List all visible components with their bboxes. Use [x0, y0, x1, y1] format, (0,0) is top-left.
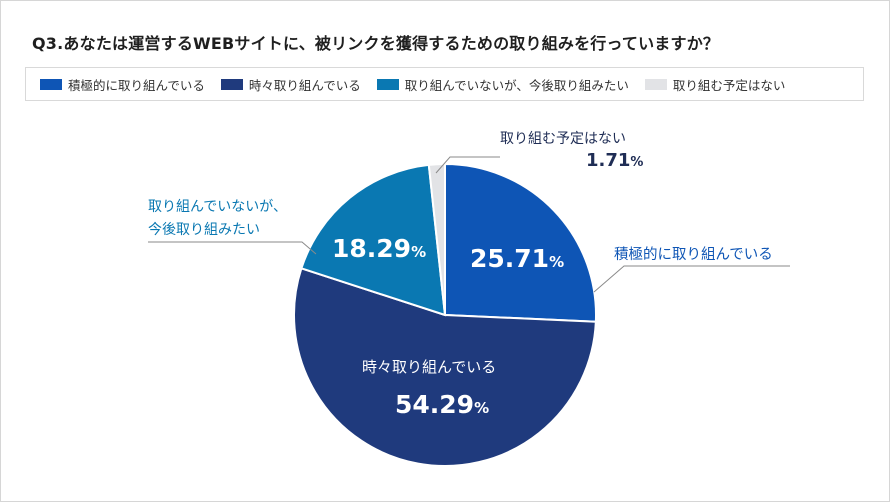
legend-label: 取り組んでいないが、今後取り組みたい: [404, 77, 629, 93]
pie-slice-no-plan: [427, 162, 446, 316]
slice-value-sometimes: 54.29%: [395, 390, 489, 419]
percent-sign: %: [630, 155, 644, 170]
slice-value-number: 54.29: [395, 390, 475, 419]
pie-slice-actively: [444, 162, 597, 323]
slice-value-future: 18.29%: [332, 234, 426, 263]
legend-item-sometimes: 時々取り組んでいる: [220, 75, 361, 94]
percent-sign: %: [549, 253, 565, 271]
callout-no-plan-value: 1.71%: [586, 150, 643, 171]
legend-swatch: [220, 78, 243, 90]
legend-label: 積極的に取り組んでいる: [68, 77, 205, 93]
percent-sign: %: [474, 399, 490, 417]
legend-label: 時々取り組んでいる: [248, 77, 361, 93]
legend-item-actively: 積極的に取り組んでいる: [40, 75, 205, 94]
slice-label-sometimes: 時々取り組んでいる: [362, 358, 497, 376]
legend-swatch: [40, 78, 62, 90]
legend-swatch: [376, 78, 399, 90]
slice-value-number: 1.71: [586, 150, 631, 171]
percent-sign: %: [411, 243, 427, 261]
slice-value-actively: 25.71%: [470, 244, 564, 273]
pie-slice-future: [300, 163, 447, 317]
pie-slice-sometimes: [293, 267, 597, 467]
legend-label: 取り組む予定はない: [672, 77, 786, 93]
callout-no-plan: 取り組む予定はない: [500, 131, 626, 147]
legend-item-future: 取り組んでいないが、今後取り組みたい: [376, 75, 629, 94]
slice-value-number: 25.71: [470, 244, 550, 273]
chart-title: Q3.あなたは運営するWEBサイトに、被リンクを獲得するための取り組みを行ってい…: [32, 34, 720, 53]
callout-actively: 積極的に取り組んでいる: [614, 247, 773, 263]
leader-line-future: [148, 241, 317, 255]
leader-line-actively: [593, 265, 790, 293]
slice-value-number: 18.29: [332, 234, 412, 263]
callout-future: 取り組んでいないが、 今後取り組みたい: [148, 196, 287, 242]
leader-line-no-plan: [435, 156, 500, 174]
callout-line: 取り組んでいないが、: [148, 199, 288, 215]
legend-swatch: [644, 78, 667, 90]
legend: 積極的に取り組んでいる 時々取り組んでいる 取り組んでいないが、今後取り組みたい…: [25, 67, 864, 101]
callout-line: 今後取り組みたい: [148, 222, 260, 238]
legend-item-no-plan: 取り組む予定はない: [644, 75, 786, 94]
